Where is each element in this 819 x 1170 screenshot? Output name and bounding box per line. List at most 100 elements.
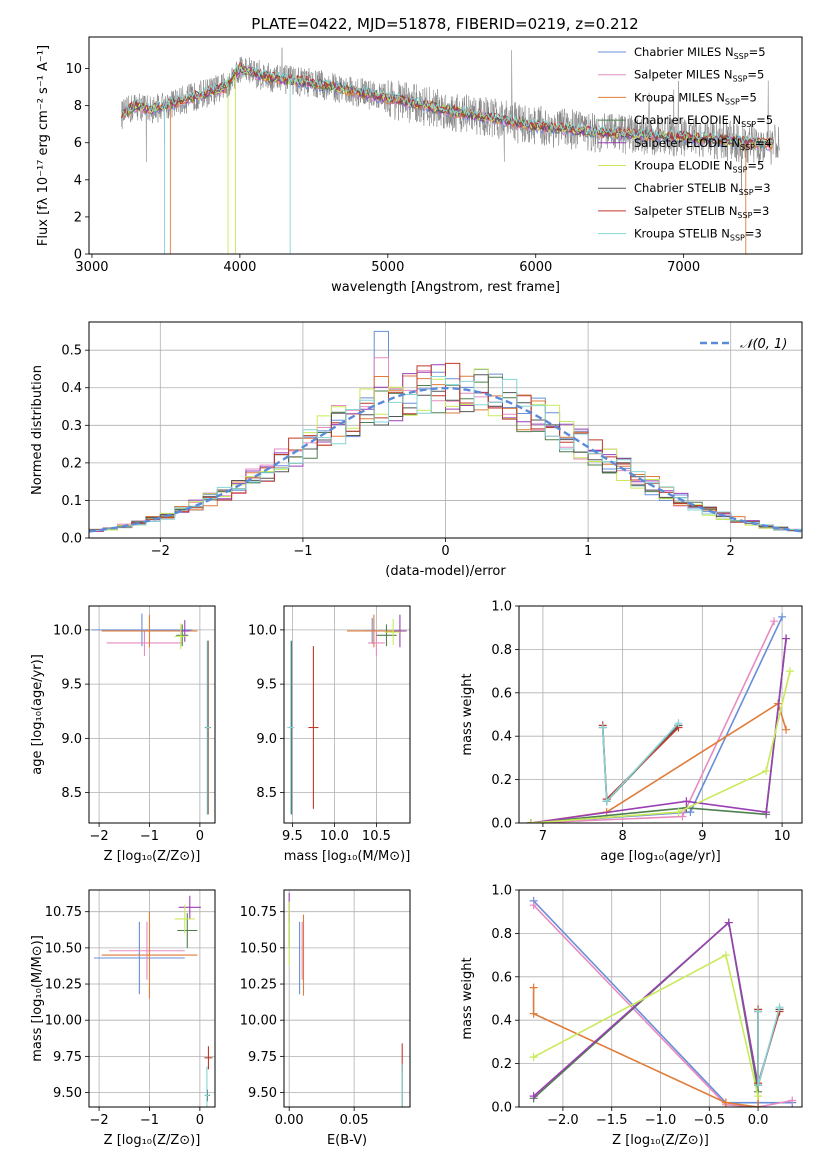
y-tick-label: 0.0	[61, 532, 82, 547]
errorbar-point	[205, 640, 211, 815]
x-tick-label: −2	[89, 829, 108, 844]
y-tick-label: 0.0	[491, 817, 512, 832]
series-marker	[678, 812, 687, 821]
x-tick-label: −2.0	[547, 1113, 579, 1128]
y-tick-label: 9.50	[53, 1086, 82, 1101]
legend-label: Salpeter ELODIE NSSP=4	[634, 136, 772, 152]
x-tick-label: 8	[618, 829, 626, 844]
x-tick-label: 9	[698, 829, 706, 844]
y-tick-label: 10.25	[240, 978, 277, 993]
series-line	[530, 670, 791, 823]
series-marker	[786, 667, 795, 676]
series-marker	[721, 1098, 730, 1107]
series-marker	[754, 1007, 763, 1016]
gaussian-curve	[89, 386, 802, 533]
y-tick-label: 10.50	[45, 941, 82, 956]
spectrum-lines	[121, 47, 780, 254]
y-tick-label: 0.5	[61, 344, 82, 359]
legend-label: Chabrier ELODIE NSSP=5	[634, 113, 773, 129]
legend-label: Chabrier STELIB NSSP=3	[634, 181, 771, 197]
errorbar-point	[178, 895, 201, 919]
x-tick-label: 9.5	[282, 829, 303, 844]
x-tick-label: 0.05	[340, 1113, 369, 1128]
axes-age_vs_mass: 9.5 10.0 10.5 8.5 9.0 9.5 10.0 mass [log₁₀(M/M⊙…	[248, 606, 410, 864]
x-tick-label: 1	[584, 544, 592, 559]
x-tick-label: 0.00	[275, 1113, 304, 1128]
y-tick-label: 0.2	[491, 773, 512, 788]
y-tick-label: 0.8	[491, 643, 512, 658]
y-tick-label: 10	[65, 62, 82, 77]
y-tick-label: 8.5	[256, 786, 277, 801]
series-marker	[778, 612, 787, 621]
series-marker	[686, 808, 695, 817]
x-axis-label: (data-model)/error	[385, 564, 506, 579]
x-tick-label: 10.0	[320, 829, 349, 844]
y-axis-label: Normed distribution	[30, 365, 45, 495]
axes-frame	[518, 889, 803, 1108]
x-tick-label: −1	[140, 1113, 159, 1128]
y-tick-label: 0.6	[491, 686, 512, 701]
axes-frame	[88, 889, 216, 1108]
axes-mass_vs_ebv: 0.00 0.05 9.50 9.75 10.00 10.25 10.50 10.75 E(B-…	[240, 890, 410, 1148]
errorbars-age_vs_Z	[91, 613, 211, 815]
y-tick-label: 10.75	[45, 905, 82, 920]
series-marker	[775, 1003, 784, 1012]
axes-frame	[283, 889, 411, 1108]
series-line	[533, 900, 793, 1104]
series-marker	[529, 1009, 538, 1018]
axes-mass_vs_Z: −2 −1 0 9.50 9.75 10.00 10.25 10.50 10.75 Z [log₁…	[30, 890, 215, 1148]
y-tick-label: 9.50	[248, 1086, 277, 1101]
y-tick-label: 10.0	[53, 623, 82, 638]
series-marker	[529, 1053, 538, 1062]
series-marker	[598, 723, 607, 732]
x-axis-label: age [log₁₀(age/yr)]	[600, 849, 721, 864]
x-axis-label: Z [log₁₀(Z/Z⊙)]	[104, 849, 201, 864]
legend-label: Kroupa STELIB NSSP=3	[634, 227, 762, 243]
x-axis-label: Z [log₁₀(Z/Z⊙)]	[612, 1133, 709, 1148]
y-axis-label: mass weight	[460, 673, 475, 755]
series-weight_vs_age	[526, 612, 795, 823]
axes-frame	[88, 321, 803, 539]
y-tick-label: 0.4	[61, 381, 82, 396]
y-tick-label: 9.0	[61, 732, 82, 747]
y-tick-label: 10.00	[45, 1014, 82, 1029]
y-tick-label: 4	[74, 173, 82, 188]
errorbar-point	[174, 904, 195, 934]
y-tick-label: 0.2	[491, 1057, 512, 1072]
series-marker	[526, 819, 535, 823]
series-marker	[754, 1103, 763, 1107]
y-tick-label: 1.0	[491, 884, 512, 899]
series-marker	[762, 808, 771, 817]
y-tick-label: 10.00	[240, 1014, 277, 1029]
y-tick-label: 1.0	[491, 600, 512, 615]
axes-weight_vs_Z: −2.0 −1.5 −1.0 −0.5 0.0 0.0 0.2 0.4 0.6 0.8 1.0 Z […	[460, 884, 802, 1148]
series-marker	[788, 1096, 797, 1105]
series-marker	[754, 1081, 763, 1090]
legend: Chabrier MILES NSSP=5 Salpeter MILES NSSP…	[598, 45, 773, 243]
series-line	[533, 904, 793, 1107]
axes-frame	[518, 605, 803, 824]
y-tick-label: 9.75	[53, 1050, 82, 1065]
errorbar-point	[347, 614, 401, 648]
y-tick-label: 8	[74, 99, 82, 114]
series-marker	[782, 634, 791, 643]
y-tick-label: 9.0	[256, 732, 277, 747]
errorbar-point	[106, 629, 183, 656]
histogram-group	[89, 330, 802, 533]
series-marker	[762, 766, 771, 775]
x-tick-label: 7000	[667, 260, 700, 275]
errorbar-point	[179, 620, 190, 642]
y-axis-label: Flux [fλ 10⁻¹⁷ erg cm⁻² s⁻¹ A⁻¹]	[36, 45, 51, 246]
x-tick-label: −1	[140, 829, 159, 844]
axes-frame	[283, 605, 411, 824]
series-marker	[674, 719, 683, 728]
y-tick-label: 9.75	[248, 1050, 277, 1065]
axes-frame	[88, 36, 803, 255]
y-tick-label: 2	[74, 210, 82, 225]
series-marker	[754, 1092, 763, 1101]
y-tick-label: 0.4	[491, 1014, 512, 1029]
series-line	[530, 638, 787, 823]
series-marker	[529, 901, 538, 910]
y-tick-label: 0.1	[61, 494, 82, 509]
x-tick-label: 10.5	[362, 829, 391, 844]
